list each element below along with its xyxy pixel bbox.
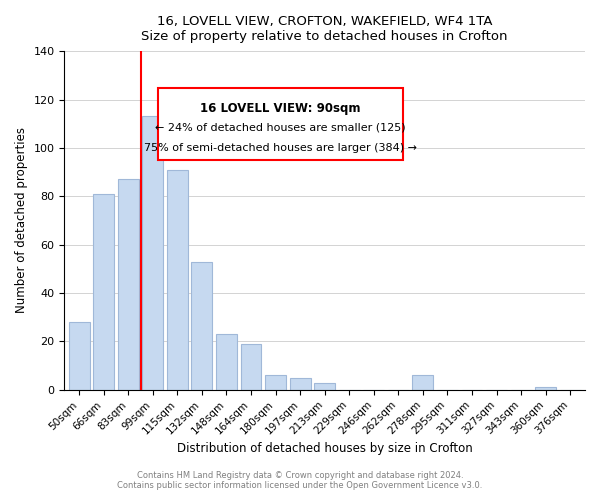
FancyBboxPatch shape (158, 88, 403, 160)
Bar (191, 262, 212, 390)
Text: Contains HM Land Registry data © Crown copyright and database right 2024.
Contai: Contains HM Land Registry data © Crown c… (118, 470, 482, 490)
Y-axis label: Number of detached properties: Number of detached properties (15, 128, 28, 314)
Text: 75% of semi-detached houses are larger (384) →: 75% of semi-detached houses are larger (… (144, 142, 417, 152)
Text: 16 LOVELL VIEW: 90sqm: 16 LOVELL VIEW: 90sqm (200, 102, 361, 115)
X-axis label: Distribution of detached houses by size in Crofton: Distribution of detached houses by size … (177, 442, 473, 455)
Title: 16, LOVELL VIEW, CROFTON, WAKEFIELD, WF4 1TA
Size of property relative to detach: 16, LOVELL VIEW, CROFTON, WAKEFIELD, WF4… (142, 15, 508, 43)
Bar (241, 344, 262, 390)
Bar (142, 116, 163, 390)
Bar (167, 170, 188, 390)
Bar (535, 388, 556, 390)
Bar (314, 382, 335, 390)
Bar (265, 376, 286, 390)
Bar (69, 322, 89, 390)
Text: ← 24% of detached houses are smaller (125): ← 24% of detached houses are smaller (12… (155, 122, 406, 132)
Bar (216, 334, 237, 390)
Bar (118, 180, 139, 390)
Bar (93, 194, 114, 390)
Bar (290, 378, 311, 390)
Bar (412, 376, 433, 390)
